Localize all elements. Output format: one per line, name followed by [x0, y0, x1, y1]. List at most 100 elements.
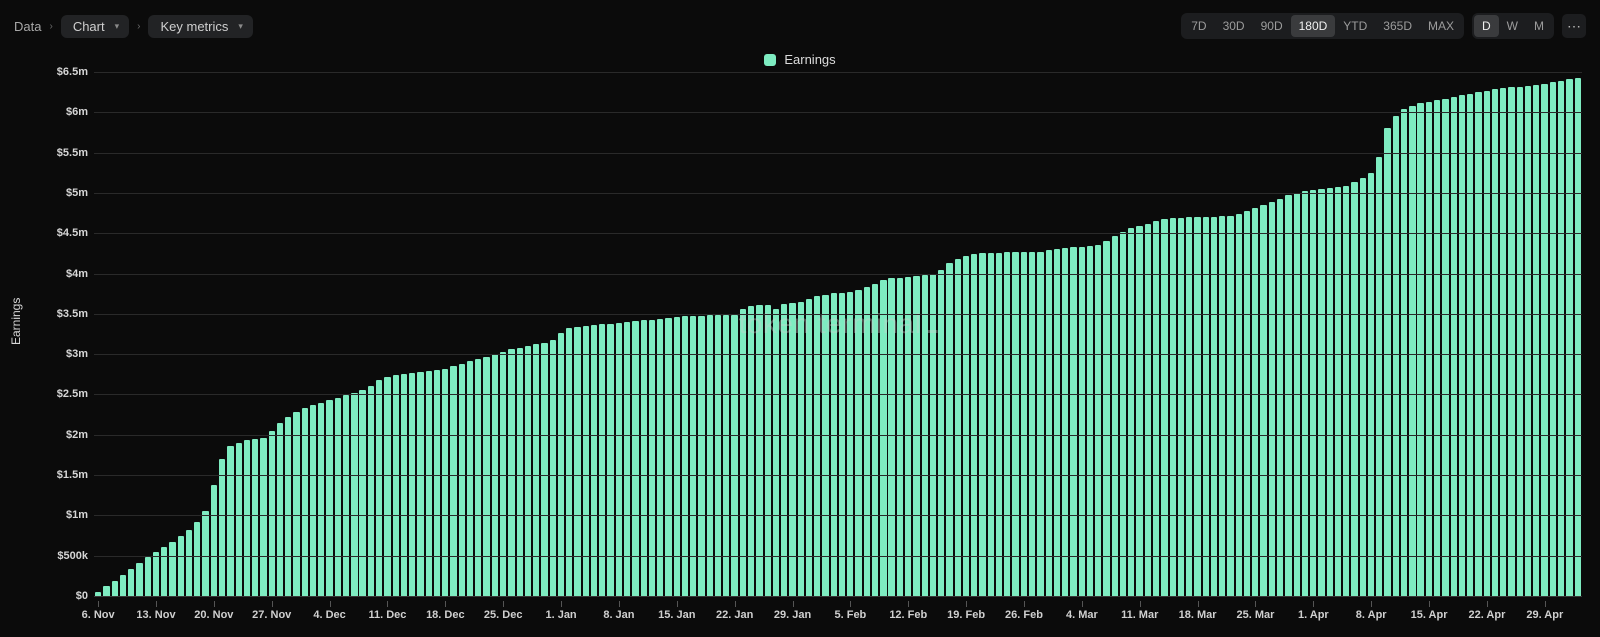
bar[interactable]	[839, 293, 845, 596]
bar[interactable]	[1393, 116, 1399, 596]
bar[interactable]	[731, 315, 737, 596]
bar[interactable]	[1170, 218, 1176, 596]
bar[interactable]	[500, 352, 506, 596]
bar[interactable]	[971, 254, 977, 596]
bar[interactable]	[831, 293, 837, 596]
bar[interactable]	[847, 292, 853, 596]
bar[interactable]	[483, 357, 489, 596]
range-option-365d[interactable]: 365D	[1375, 15, 1420, 37]
bar[interactable]	[211, 485, 217, 596]
bar[interactable]	[1484, 91, 1490, 596]
bar[interactable]	[112, 581, 118, 596]
bar[interactable]	[1533, 85, 1539, 596]
bar[interactable]	[417, 372, 423, 596]
bar[interactable]	[938, 270, 944, 596]
bar[interactable]	[227, 446, 233, 596]
bar[interactable]	[1575, 78, 1581, 596]
bar[interactable]	[996, 253, 1002, 596]
bar[interactable]	[1442, 99, 1448, 596]
bar[interactable]	[1525, 86, 1531, 596]
bar[interactable]	[1434, 100, 1440, 596]
bar[interactable]	[343, 395, 349, 596]
bar[interactable]	[260, 438, 266, 596]
bar[interactable]	[178, 536, 184, 596]
bar[interactable]	[1327, 188, 1333, 596]
bar[interactable]	[236, 443, 242, 596]
bar[interactable]	[888, 278, 894, 596]
bar[interactable]	[822, 295, 828, 597]
bar[interactable]	[855, 290, 861, 596]
bar[interactable]	[1384, 128, 1390, 596]
bar[interactable]	[467, 361, 473, 596]
bar[interactable]	[533, 344, 539, 596]
bar[interactable]	[194, 522, 200, 596]
bar[interactable]	[136, 563, 142, 596]
bar[interactable]	[434, 370, 440, 596]
bar[interactable]	[1136, 226, 1142, 596]
bar[interactable]	[384, 377, 390, 596]
bar[interactable]	[1037, 252, 1043, 596]
bar[interactable]	[665, 318, 671, 596]
bar[interactable]	[269, 431, 275, 596]
bar[interactable]	[517, 348, 523, 596]
bar[interactable]	[1252, 208, 1258, 596]
bar[interactable]	[103, 586, 109, 596]
bar[interactable]	[252, 439, 258, 596]
chart-type-select[interactable]: Chart ▾	[61, 15, 129, 38]
bar[interactable]	[765, 305, 771, 596]
bar[interactable]	[1285, 195, 1291, 596]
bar[interactable]	[326, 400, 332, 596]
range-option-ytd[interactable]: YTD	[1335, 15, 1375, 37]
bar[interactable]	[1260, 205, 1266, 596]
bar[interactable]	[814, 296, 820, 596]
bar[interactable]	[525, 346, 531, 596]
bar[interactable]	[508, 349, 514, 596]
bar[interactable]	[459, 364, 465, 596]
interval-option-d[interactable]: D	[1474, 15, 1499, 37]
range-option-max[interactable]: MAX	[1420, 15, 1462, 37]
bar[interactable]	[1451, 97, 1457, 596]
bar[interactable]	[963, 256, 969, 596]
bar[interactable]	[1566, 79, 1572, 596]
bar[interactable]	[682, 316, 688, 596]
bar[interactable]	[145, 557, 151, 596]
bar[interactable]	[1236, 214, 1242, 596]
bar[interactable]	[690, 316, 696, 596]
bar[interactable]	[1029, 252, 1035, 596]
bar[interactable]	[1153, 221, 1159, 596]
bar[interactable]	[1145, 224, 1151, 596]
bar[interactable]	[401, 374, 407, 596]
bar[interactable]	[202, 511, 208, 596]
bar[interactable]	[988, 253, 994, 596]
bar[interactable]	[1046, 250, 1052, 596]
bar[interactable]	[285, 417, 291, 596]
bar[interactable]	[550, 340, 556, 596]
range-option-90d[interactable]: 90D	[1253, 15, 1291, 37]
bar[interactable]	[781, 304, 787, 596]
bar[interactable]	[1269, 202, 1275, 596]
bar[interactable]	[335, 398, 341, 596]
bar[interactable]	[1070, 247, 1076, 596]
bar[interactable]	[1128, 228, 1134, 596]
bar[interactable]	[1351, 182, 1357, 596]
bar[interactable]	[1335, 187, 1341, 596]
bar[interactable]	[1161, 219, 1167, 596]
bar[interactable]	[318, 403, 324, 596]
bar[interactable]	[1310, 190, 1316, 596]
bar[interactable]	[1343, 186, 1349, 596]
range-option-7d[interactable]: 7D	[1183, 15, 1214, 37]
bar[interactable]	[905, 277, 911, 596]
bar[interactable]	[1012, 252, 1018, 596]
bar[interactable]	[641, 320, 647, 596]
bar[interactable]	[864, 287, 870, 596]
bar[interactable]	[169, 542, 175, 596]
bar[interactable]	[1409, 106, 1415, 596]
bar[interactable]	[715, 315, 721, 596]
bar[interactable]	[1277, 199, 1283, 596]
bar[interactable]	[880, 280, 886, 596]
bar[interactable]	[1004, 252, 1010, 596]
bar[interactable]	[442, 369, 448, 596]
bar[interactable]	[789, 303, 795, 596]
bar[interactable]	[153, 552, 159, 596]
bar[interactable]	[409, 373, 415, 596]
